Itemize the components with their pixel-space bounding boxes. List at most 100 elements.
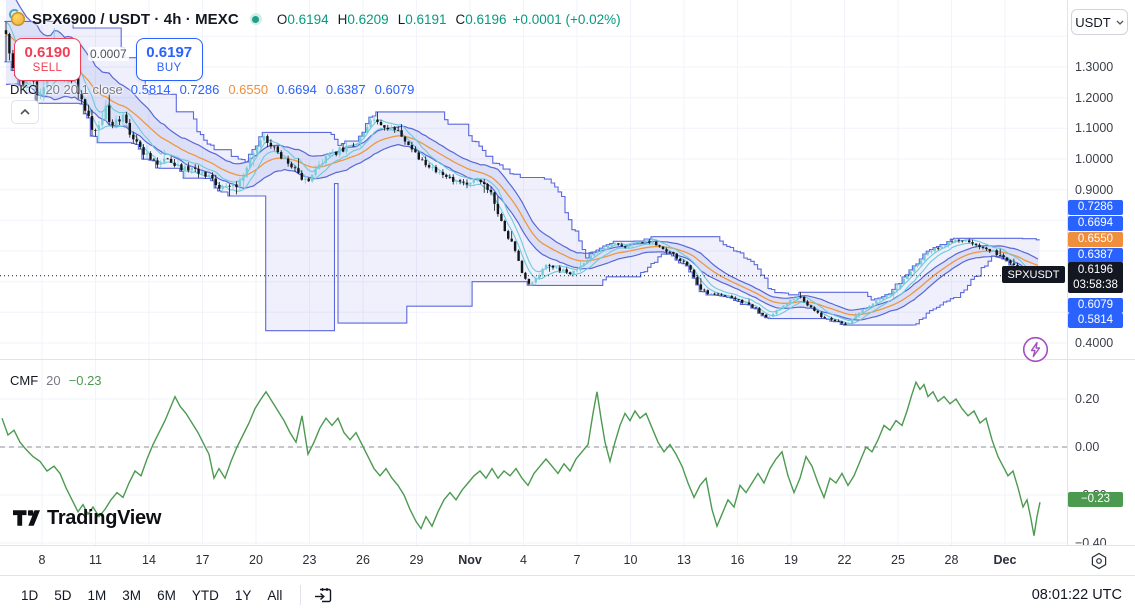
chevron-up-icon	[20, 109, 30, 115]
price-axis-tick: 1.3000	[1075, 60, 1114, 74]
cmf-params: 20	[46, 372, 61, 388]
open-label: O	[276, 11, 288, 27]
close-value: 0.6196	[465, 11, 507, 27]
lightning-icon	[1022, 336, 1049, 363]
symbol-title[interactable]: SPX6900 / USDT · 4h · MEXC	[32, 10, 239, 28]
range-button-6m[interactable]: 6M	[157, 587, 176, 603]
cmf-axis-tick: 0.20	[1075, 392, 1100, 406]
dkc-name: DKC	[10, 81, 38, 97]
time-axis-label: 20	[249, 553, 263, 567]
range-button-ytd[interactable]: YTD	[191, 587, 219, 603]
time-axis-label: 25	[891, 553, 905, 567]
toolbar-divider	[300, 585, 302, 605]
buy-price: 0.6197	[146, 44, 193, 62]
indicator-price-badge: 0.5814	[1068, 313, 1123, 328]
price-axis-tick: 1.0000	[1075, 152, 1114, 166]
dkc-value: 0.6550	[228, 81, 269, 97]
sell-label: SELL	[32, 61, 63, 74]
buy-label: BUY	[156, 61, 182, 74]
symbol-logo-icon	[9, 9, 26, 27]
tradingview-logo[interactable]: TradingView	[13, 507, 161, 530]
range-button-all[interactable]: All	[267, 587, 283, 603]
time-axis-label: 19	[784, 553, 798, 567]
time-axis-label: 22	[837, 553, 852, 567]
time-axis-label: 14	[142, 553, 156, 567]
dkc-value: 0.7286	[179, 81, 220, 97]
low-value: 0.6191	[405, 11, 447, 27]
cmf-indicator-legend[interactable]: CMF 20 −0.23	[10, 371, 102, 389]
price-change: +0.0001 (+0.02%)	[512, 11, 621, 27]
axis-settings-icon[interactable]	[1090, 552, 1108, 575]
high-value: 0.6209	[347, 11, 389, 27]
price-axis-scale[interactable]: 1.3000 1.2000 1.1000 1.0000 0.9000 0.4000 0.7…	[1068, 0, 1135, 550]
dkc-params: 20 20 1 close	[45, 81, 123, 97]
range-button-1y[interactable]: 1Y	[234, 587, 252, 603]
cmf-name: CMF	[10, 372, 39, 388]
currency-selector-button[interactable]: USDT	[1071, 9, 1128, 35]
time-axis-label: 4	[520, 553, 527, 567]
time-axis-label: Dec	[993, 553, 1017, 567]
time-axis-scale[interactable]: 8 11 14 17 20 23 26 29 Nov 4 7 10 13 16 19 22 25 28 Dec	[0, 545, 1135, 575]
dkc-value: 0.6694	[277, 81, 317, 97]
current-price-badge: 0.6196 03:58:38	[1068, 262, 1123, 293]
range-button-1m[interactable]: 1M	[87, 587, 107, 603]
indicator-price-badge: 0.6694	[1068, 216, 1123, 231]
time-axis-label: 10	[623, 553, 638, 567]
time-axis-label: 28	[944, 553, 959, 567]
indicator-price-badge: 0.6079	[1068, 298, 1123, 313]
tradingview-logo-text: TradingView	[47, 507, 162, 529]
high-label: H	[337, 11, 348, 27]
ohlc-values: O0.6194 H0.6209 L0.6191 C0.6196	[277, 12, 507, 27]
time-axis-label: 16	[730, 553, 745, 567]
time-axis-label: 7	[573, 553, 581, 567]
instant-trading-button[interactable]	[1022, 336, 1049, 363]
range-button-1d[interactable]: 1D	[21, 587, 39, 603]
close-label: C	[455, 11, 466, 27]
bottom-toolbar: 1D 5D 1M 3M 6M YTD 1Y All 08:01:22 UTC	[0, 575, 1135, 614]
calendar-arrow-icon	[315, 587, 332, 602]
range-button-3m[interactable]: 3M	[122, 587, 142, 603]
dkc-indicator-legend[interactable]: DKC 20 20 1 close 0.5814 0.7286 0.6550 0.66…	[10, 80, 414, 98]
tradingview-mark-icon	[13, 510, 40, 526]
bar-countdown: 03:58:38	[1073, 279, 1118, 291]
sell-button[interactable]: 0.6190 SELL	[14, 38, 81, 81]
dkc-value: 0.5814	[130, 81, 171, 97]
price-axis-tick: 0.9000	[1075, 182, 1114, 197]
go-to-date-button[interactable]	[313, 585, 334, 606]
time-axis-label: 13	[677, 553, 691, 567]
spread-value: 0.0007	[88, 47, 129, 61]
chevron-down-icon	[1116, 20, 1124, 25]
sell-price: 0.6190	[24, 44, 71, 62]
open-value: 0.6194	[287, 11, 329, 27]
indicator-price-badge: 0.6387	[1068, 248, 1123, 263]
date-range-buttons: 1D 5D 1M 3M 6M YTD 1Y All	[13, 584, 290, 607]
dkc-value: 0.6079	[374, 81, 415, 97]
collapse-legend-button[interactable]	[11, 100, 39, 124]
price-axis-tick: 1.2000	[1075, 90, 1114, 105]
indicator-price-badge: 0.7286	[1068, 200, 1123, 215]
time-axis-label: 29	[409, 553, 424, 567]
indicator-price-badge: 0.6550	[1068, 232, 1123, 247]
current-price: 0.6196	[1077, 264, 1114, 276]
currency-label: USDT	[1075, 14, 1111, 30]
dkc-values: 0.5814 0.7286 0.6550 0.6694 0.6387 0.6079	[131, 82, 415, 97]
time-axis-label: 8	[38, 553, 46, 567]
range-button-5d[interactable]: 5D	[54, 587, 72, 603]
price-line-symbol-label: SPXUSDT	[1002, 266, 1065, 283]
time-axis-label: 17	[195, 553, 210, 567]
cmf-value-badge: −0.23	[1068, 492, 1123, 507]
time-axis-label: 23	[302, 553, 317, 567]
chart-legend-header: SPX6900 / USDT · 4h · MEXC O0.6194 H0.62…	[9, 8, 621, 30]
time-axis-label: 26	[356, 553, 370, 567]
cmf-axis-tick: 0.00	[1075, 440, 1100, 454]
dkc-value: 0.6387	[325, 81, 366, 97]
low-label: L	[397, 11, 406, 27]
time-axis-label: 11	[89, 553, 102, 567]
price-axis-tick: 0.4000	[1075, 336, 1114, 350]
price-axis-tick: 1.1000	[1075, 121, 1114, 136]
trade-widget: 0.6190 SELL 0.0007 0.6197 BUY	[14, 38, 203, 81]
buy-button[interactable]: 0.6197 BUY	[135, 38, 203, 81]
cmf-value: −0.23	[68, 372, 102, 388]
clock-utc[interactable]: 08:01:22 UTC	[1031, 587, 1122, 603]
